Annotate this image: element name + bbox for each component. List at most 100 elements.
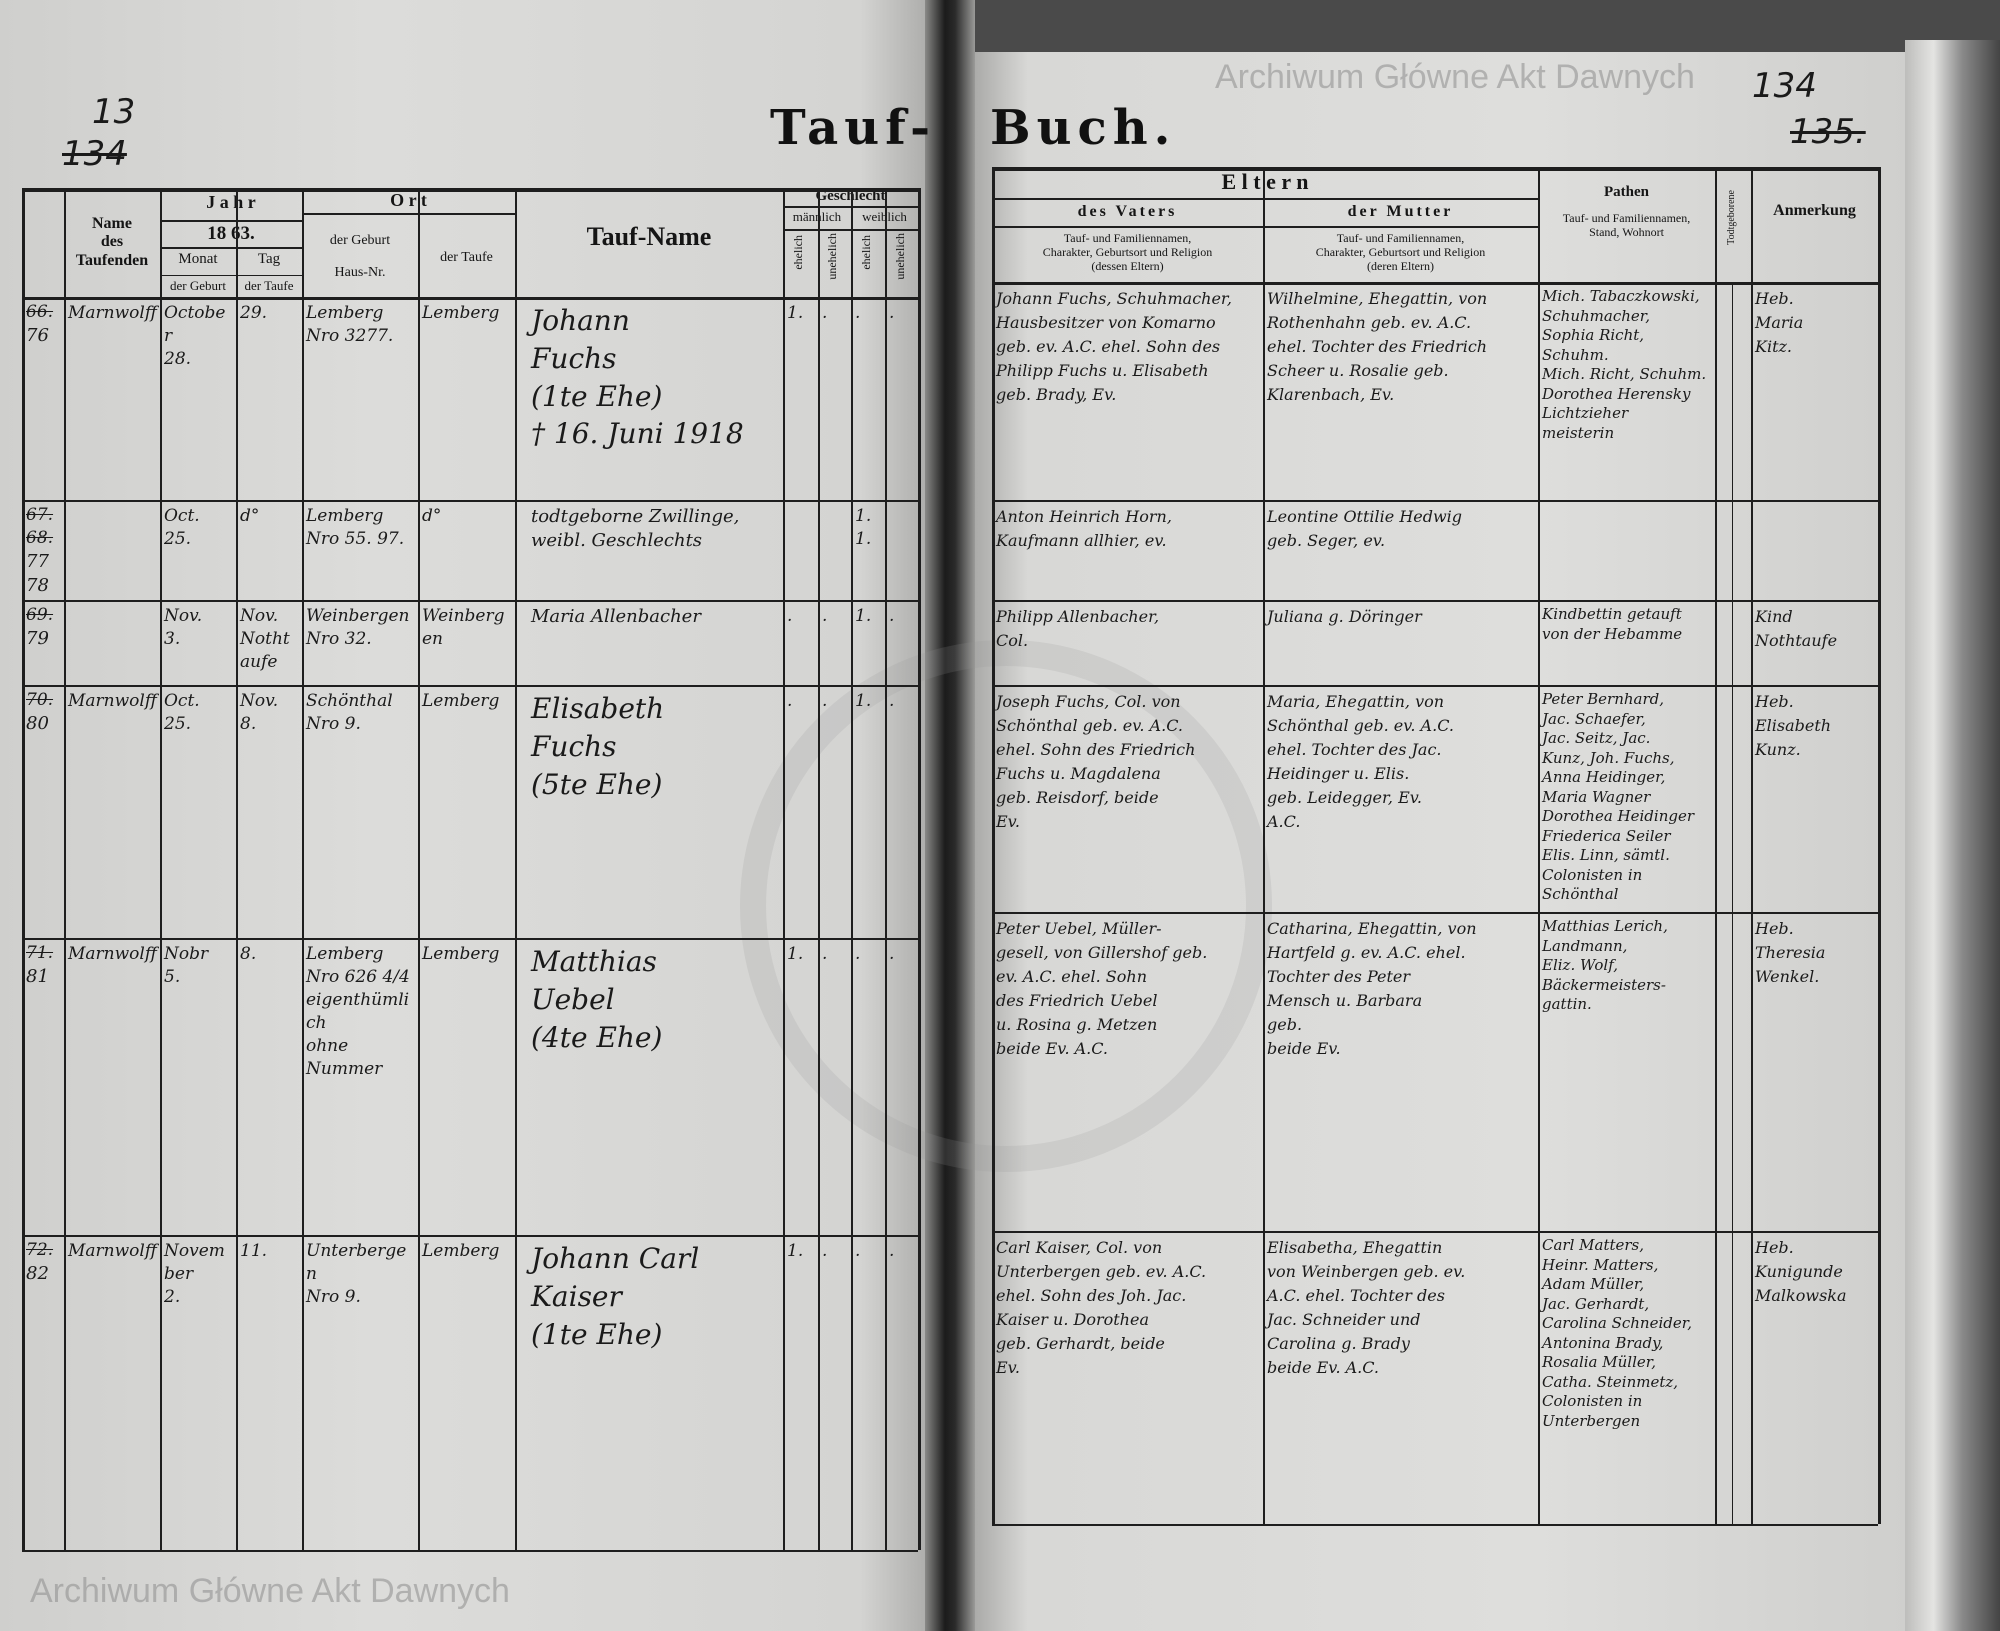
father-details: Anton Heinrich Horn, Kaufmann allhier, e…: [996, 507, 1172, 550]
entry-number: 76: [26, 324, 49, 346]
old-entry-number: 72.: [26, 1240, 54, 1260]
male-legitimate-mark: 1.: [787, 303, 804, 323]
female-illegitimate-mark: .: [889, 691, 895, 711]
watermark-bottom-left: Archiwum Główne Akt Dawnych: [30, 1572, 510, 1610]
right-page-number: 134: [1752, 66, 1817, 106]
header-divider: [302, 213, 515, 215]
mother-details: Maria, Ehegattin, von Schönthal geb. ev.…: [1267, 692, 1454, 831]
mother-details: Catharina, Ehegattin, von Hartfeld g. ev…: [1267, 919, 1477, 1058]
birth-place: Lemberg Nro 55. 97.: [306, 506, 405, 549]
old-entry-number: 69.: [26, 605, 54, 625]
table-top-border: [22, 188, 918, 192]
row-divider: [22, 685, 918, 687]
header-w-unehelich: unehelich: [893, 233, 907, 280]
old-entry-number: 71.: [26, 943, 54, 963]
birth-place: Schönthal Nro 9.: [306, 691, 393, 734]
header-maennlich: männlich: [792, 209, 842, 224]
male-illegitimate-mark: .: [822, 303, 828, 323]
header-divider: [160, 275, 302, 276]
male-legitimate-mark: [785, 502, 817, 599]
row-divider: [992, 282, 1878, 285]
row-divider: [22, 1235, 918, 1237]
father-details: Joseph Fuchs, Col. von Schönthal geb. ev…: [996, 692, 1196, 831]
entry-number: 80: [26, 712, 49, 734]
birth-date: October 28.: [164, 303, 226, 369]
right-page-number-crossed: 135.: [1790, 112, 1866, 152]
header-pathen-sub: Tauf- und Familiennamen, Stand, Wohnort: [1562, 211, 1691, 239]
column-divider: [515, 188, 517, 1550]
baptismal-name: todtgeborne Zwillinge, weibl. Geschlecht…: [531, 506, 740, 552]
stillborn-mark: [1717, 914, 1750, 1230]
header-m-ehelich: ehelich: [791, 235, 805, 270]
row-divider: [992, 685, 1878, 687]
header-tag: Tag: [257, 251, 281, 267]
watermark-top-right: Archiwum Główne Akt Dawnych: [1215, 58, 1695, 96]
header-der-taufe: der Taufe: [244, 278, 294, 293]
baptism-date: Nov. Nothtaufe: [240, 606, 290, 672]
column-divider: [851, 188, 853, 1550]
column-divider: [885, 188, 887, 1550]
baptismal-name: Matthias Uebel (4te Ehe): [531, 945, 663, 1054]
baptism-place: Lemberg: [422, 691, 500, 711]
baptism-place: Lemberg: [422, 303, 500, 323]
entry-number-cell: 70. 80: [24, 687, 63, 937]
header-der-mutter: der Mutter: [1347, 203, 1454, 220]
column-divider: [783, 188, 785, 1550]
remark: Heb. Kunigunde Malkowska: [1755, 1238, 1847, 1305]
column-divider: [236, 188, 238, 1550]
header-divider: [783, 229, 918, 231]
header-der-geburt: der Geburt: [170, 278, 226, 293]
old-entry-number: 70.: [26, 690, 54, 710]
baptismal-name: Johann Carl Kaiser (1te Ehe): [531, 1242, 700, 1351]
remark: Kind Nothtaufe: [1755, 607, 1838, 650]
header-m-unehelich: unehelich: [825, 233, 839, 280]
header-divider: [992, 226, 1538, 228]
old-entry-number: 67. 68.: [26, 505, 54, 548]
male-illegitimate-mark: .: [822, 606, 828, 626]
name-des-taufenden: [66, 602, 159, 684]
female-legitimate-mark: 1. 1.: [855, 506, 872, 549]
row-divider: [992, 600, 1878, 602]
header-vater-sub: Tauf- und Familiennamen, Charakter, Gebu…: [1042, 231, 1213, 273]
male-legitimate-mark: 1.: [787, 1241, 804, 1261]
name-des-taufenden: Marnwolff: [68, 1241, 157, 1261]
name-des-taufenden: Marnwolff: [68, 691, 157, 711]
female-legitimate-mark: .: [855, 944, 861, 964]
entry-number-cell: 72. 82: [24, 1237, 63, 1549]
baptism-date: d°: [240, 506, 260, 526]
header-divider: [160, 247, 302, 249]
stillborn-mark: [1717, 502, 1750, 599]
header-tauf-name: Tauf-Name: [586, 222, 712, 251]
header-ort-geburt: der Geburt Haus-Nr.: [329, 233, 391, 281]
baptismal-name: Elisabeth Fuchs (5te Ehe): [531, 692, 665, 801]
female-illegitimate-mark: [887, 502, 917, 599]
baptism-date: 29.: [240, 303, 268, 323]
male-illegitimate-mark: [820, 502, 850, 599]
header-year: 18 63.: [207, 223, 255, 244]
birth-place: Unterbergen Nro 9.: [306, 1241, 407, 1307]
header-divider: [160, 220, 302, 222]
row-divider: [22, 938, 918, 940]
header-anmerkung: Anmerkung: [1773, 202, 1856, 219]
entry-number: 81: [26, 965, 49, 987]
name-des-taufenden: Marnwolff: [68, 303, 157, 323]
entry-number-cell: 71. 81: [24, 940, 63, 1234]
entry-number-cell: 66. 76: [24, 299, 63, 499]
female-legitimate-mark: .: [855, 1241, 861, 1261]
column-divider: [1538, 167, 1540, 1524]
row-divider: [22, 500, 918, 502]
row-divider: [22, 297, 918, 300]
baptism-date: 8.: [240, 944, 257, 964]
column-divider: [818, 188, 820, 1550]
remark: Heb. Elisabeth Kunz.: [1755, 692, 1832, 759]
header-ort: O r t: [390, 190, 427, 210]
row-divider: [992, 1231, 1878, 1233]
column-divider: [1751, 167, 1753, 1524]
father-details: Philipp Allenbacher, Col.: [996, 607, 1160, 650]
baptism-place: Lemberg: [422, 944, 500, 964]
baptism-place: Weinbergen: [422, 606, 505, 649]
header-mutter-sub: Tauf- und Familiennamen, Charakter, Gebu…: [1315, 231, 1486, 273]
mother-details: Elisabetha, Ehegattin von Weinbergen geb…: [1267, 1238, 1466, 1377]
title-left-part: Tauf-: [770, 100, 936, 156]
baptism-place: Lemberg: [422, 1241, 500, 1261]
